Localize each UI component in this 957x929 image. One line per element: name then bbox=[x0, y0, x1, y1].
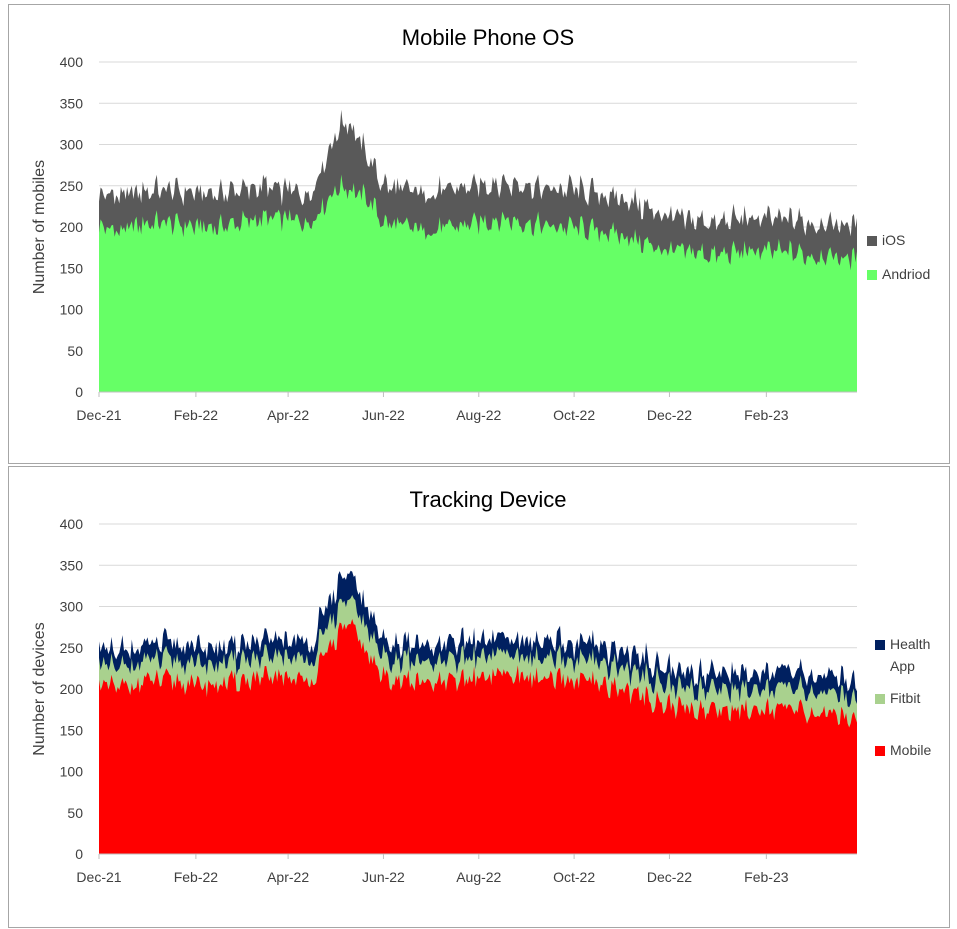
y-tick-label: 400 bbox=[60, 516, 84, 532]
chart-panel-tracking-device: Tracking Device 0 50 100 150 200 250 300 350 400 N… bbox=[8, 466, 950, 928]
legend-swatch bbox=[875, 640, 885, 650]
y-tick-label: 300 bbox=[60, 599, 84, 615]
x-tick-label: Jun-22 bbox=[362, 407, 405, 423]
x-tick-label: Aug-22 bbox=[456, 869, 501, 885]
y-tick-label: 200 bbox=[60, 681, 84, 697]
legend-swatch bbox=[875, 746, 885, 756]
y-tick-label: 400 bbox=[60, 54, 84, 70]
x-tick-label: Feb-23 bbox=[744, 869, 789, 885]
chart-tracking-device: Tracking Device 0 50 100 150 200 250 300 350 400 N… bbox=[31, 487, 931, 885]
y-axis-title: Number of mobiles bbox=[31, 160, 48, 294]
y-tick-label: 300 bbox=[60, 137, 84, 153]
legend-swatch bbox=[867, 236, 877, 246]
y-tick-label: 100 bbox=[60, 302, 84, 318]
legend-label: Andriod bbox=[882, 266, 930, 282]
chart-panel-mobile-os: Mobile Phone OS 0 50 100 150 200 250 300 350 400 N… bbox=[8, 4, 950, 464]
x-tick-label: Oct-22 bbox=[553, 407, 595, 423]
x-tick-label: Apr-22 bbox=[267, 869, 309, 885]
area-series-mobile bbox=[99, 618, 857, 854]
x-tick-label: Oct-22 bbox=[553, 869, 595, 885]
x-tick-label: Aug-22 bbox=[456, 407, 501, 423]
y-tick-label: 250 bbox=[60, 178, 84, 194]
x-tick-label: Apr-22 bbox=[267, 407, 309, 423]
legend-label: iOS bbox=[882, 232, 905, 248]
y-tick-label: 50 bbox=[67, 805, 83, 821]
y-axis-title: Number of devices bbox=[31, 622, 48, 755]
y-tick-label: 150 bbox=[60, 722, 84, 738]
y-tick-label: 100 bbox=[60, 764, 84, 780]
legend-label: Fitbit bbox=[890, 690, 920, 706]
x-tick-label: Jun-22 bbox=[362, 869, 405, 885]
chart-title: Mobile Phone OS bbox=[402, 25, 574, 50]
legend-label: Health App bbox=[890, 636, 930, 674]
y-tick-label: 200 bbox=[60, 219, 84, 235]
x-tick-label: Dec-21 bbox=[76, 407, 121, 423]
x-tick-label: Dec-22 bbox=[647, 407, 692, 423]
y-tick-label: 150 bbox=[60, 260, 84, 276]
y-tick-label: 350 bbox=[60, 95, 84, 111]
legend-label: Mobile bbox=[890, 742, 931, 758]
area-series-andriod bbox=[99, 174, 857, 392]
y-tick-label: 0 bbox=[75, 384, 83, 400]
chart-mobile-phone-os: Mobile Phone OS 0 50 100 150 200 250 300 350 400 N… bbox=[31, 25, 930, 423]
chart-title: Tracking Device bbox=[410, 487, 567, 512]
x-tick-label: Dec-21 bbox=[76, 869, 121, 885]
x-tick-label: Feb-22 bbox=[174, 869, 219, 885]
x-tick-label: Feb-23 bbox=[744, 407, 789, 423]
y-tick-label: 350 bbox=[60, 557, 84, 573]
y-tick-label: 250 bbox=[60, 640, 84, 656]
x-tick-label: Dec-22 bbox=[647, 869, 692, 885]
legend-swatch bbox=[867, 270, 877, 280]
x-tick-label: Feb-22 bbox=[174, 407, 219, 423]
legend-swatch bbox=[875, 694, 885, 704]
y-tick-label: 50 bbox=[67, 343, 83, 359]
y-tick-label: 0 bbox=[75, 846, 83, 862]
